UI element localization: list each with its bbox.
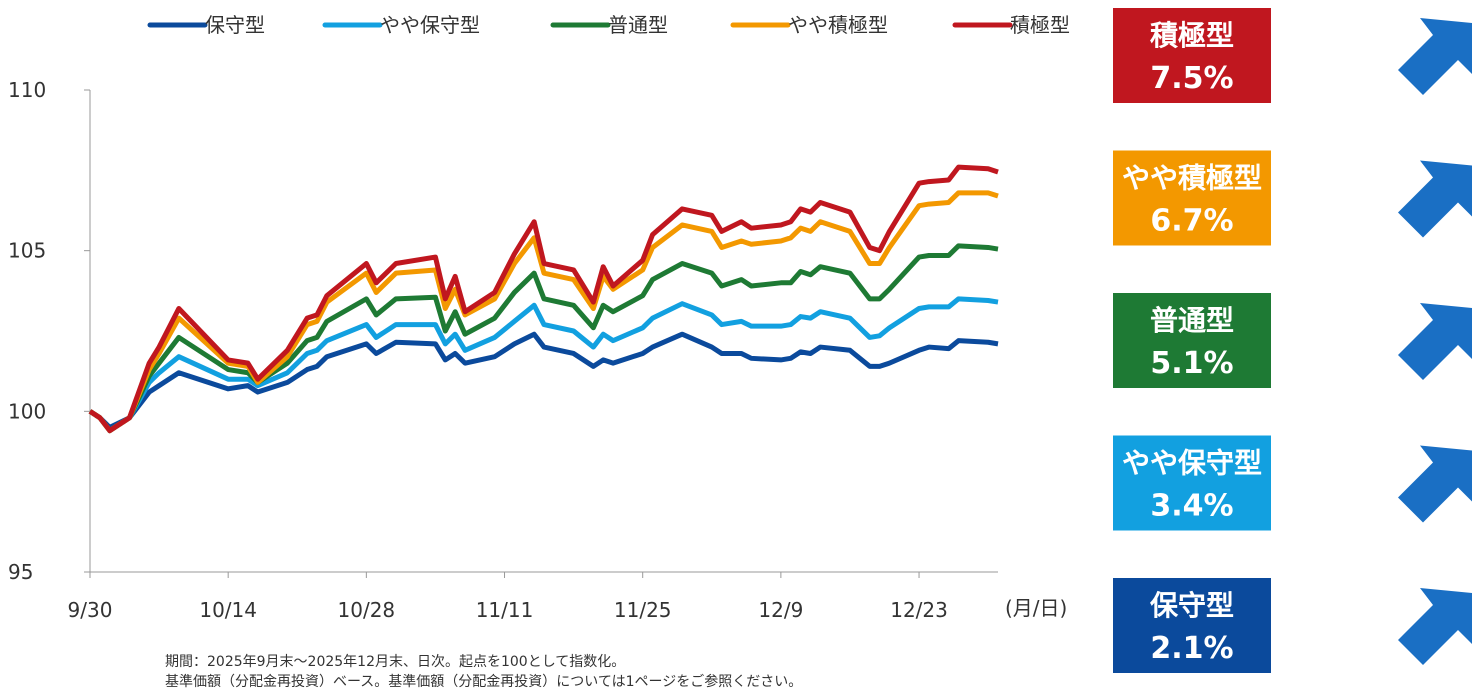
- x-tick-label: 10/14: [199, 598, 257, 622]
- legend-label: 普通型: [608, 13, 668, 37]
- summary-box: [1113, 578, 1271, 673]
- y-tick-label: 110: [8, 78, 46, 102]
- legend-label: 積極型: [1010, 13, 1070, 37]
- summary-box: [1113, 150, 1271, 246]
- summary-value: 6.7%: [1150, 204, 1233, 239]
- arrow-icon: [1398, 303, 1472, 380]
- summary-value: 2.1%: [1150, 631, 1233, 666]
- summary-label: やや積極型: [1122, 162, 1262, 195]
- x-tick-label: 10/28: [338, 598, 396, 622]
- x-tick-label: 12/23: [890, 598, 948, 622]
- summary-box: [1113, 293, 1271, 388]
- summary-value: 7.5%: [1150, 61, 1233, 96]
- summary-label: 普通型: [1150, 304, 1234, 337]
- note: 基準価額（分配金再投資）ベース。基準価額（分配金再投資）については1ページをご参…: [165, 673, 802, 690]
- summary-box: [1113, 435, 1271, 531]
- summary-box: [1113, 8, 1271, 103]
- y-tick-label: 100: [8, 399, 46, 423]
- summary-value: 5.1%: [1150, 346, 1233, 381]
- arrow-icon: [1398, 18, 1472, 95]
- summary-label: 積極型: [1150, 19, 1234, 52]
- summary-value: 3.4%: [1150, 489, 1233, 524]
- x-unit-label: (月/日): [1005, 596, 1067, 620]
- arrow-icon: [1398, 588, 1472, 665]
- legend-label: 保守型: [205, 13, 265, 37]
- series-line: [88, 331, 999, 430]
- series-line: [88, 296, 999, 434]
- arrow-icon: [1398, 160, 1472, 238]
- summary-label: やや保守型: [1122, 447, 1262, 480]
- legend-label: やや保守型: [380, 13, 480, 37]
- summary-label: 保守型: [1150, 589, 1234, 622]
- x-tick-label: 12/9: [758, 598, 803, 622]
- x-tick-label: 11/11: [476, 598, 534, 622]
- note: 期間：2025年9月末～2025年12月末、日次。起点を100として指数化。: [165, 654, 625, 670]
- x-tick-label: 11/25: [614, 598, 672, 622]
- series-line: [88, 164, 999, 434]
- x-tick-label: 9/30: [68, 598, 113, 622]
- y-tick-label: 105: [8, 239, 46, 263]
- arrow-icon: [1398, 445, 1472, 523]
- y-tick-label: 95: [8, 560, 33, 584]
- legend-label: やや積極型: [788, 13, 888, 37]
